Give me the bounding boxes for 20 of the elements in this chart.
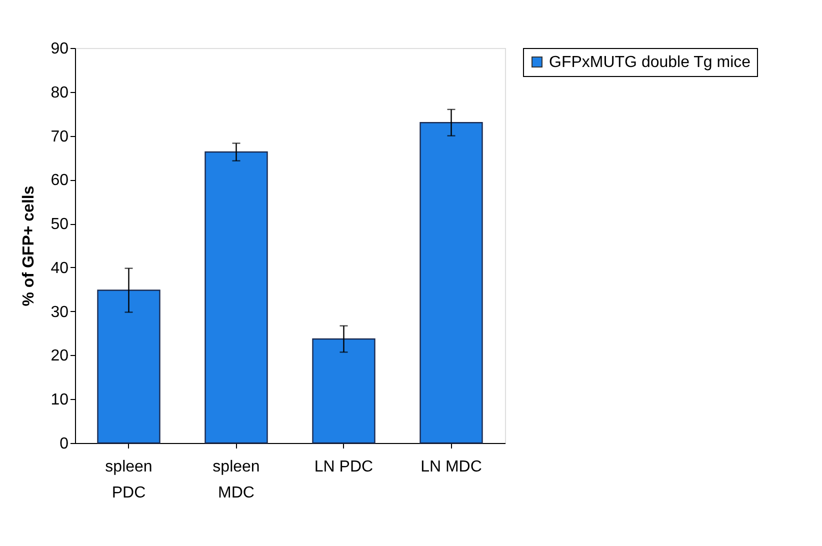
y-tick-label: 90 [50,40,69,58]
y-tick-label: 10 [50,392,69,409]
y-tick-label: 40 [50,260,69,277]
y-tick-label: 80 [50,84,69,102]
bar [312,338,376,444]
x-tick-label: spleen PDC [105,458,152,502]
x-tick-label: LN MDC [420,458,482,476]
y-tick-label: 0 [60,436,69,452]
y-tick-label: 70 [50,128,69,146]
bar [97,290,160,444]
legend-label: GFPxMUTG double Tg mice [549,54,751,71]
y-tick-label: 30 [50,304,69,321]
y-tick-label: 60 [50,172,69,190]
y-tick-label: 20 [50,348,69,365]
x-tick-label: spleen MDC [212,458,260,502]
x-tick-label: LN PDC [314,458,374,476]
bar [204,151,268,444]
bar [420,122,483,444]
y-tick-label: 50 [50,216,69,234]
y-axis-title: % of GFP+ cells [20,186,38,306]
